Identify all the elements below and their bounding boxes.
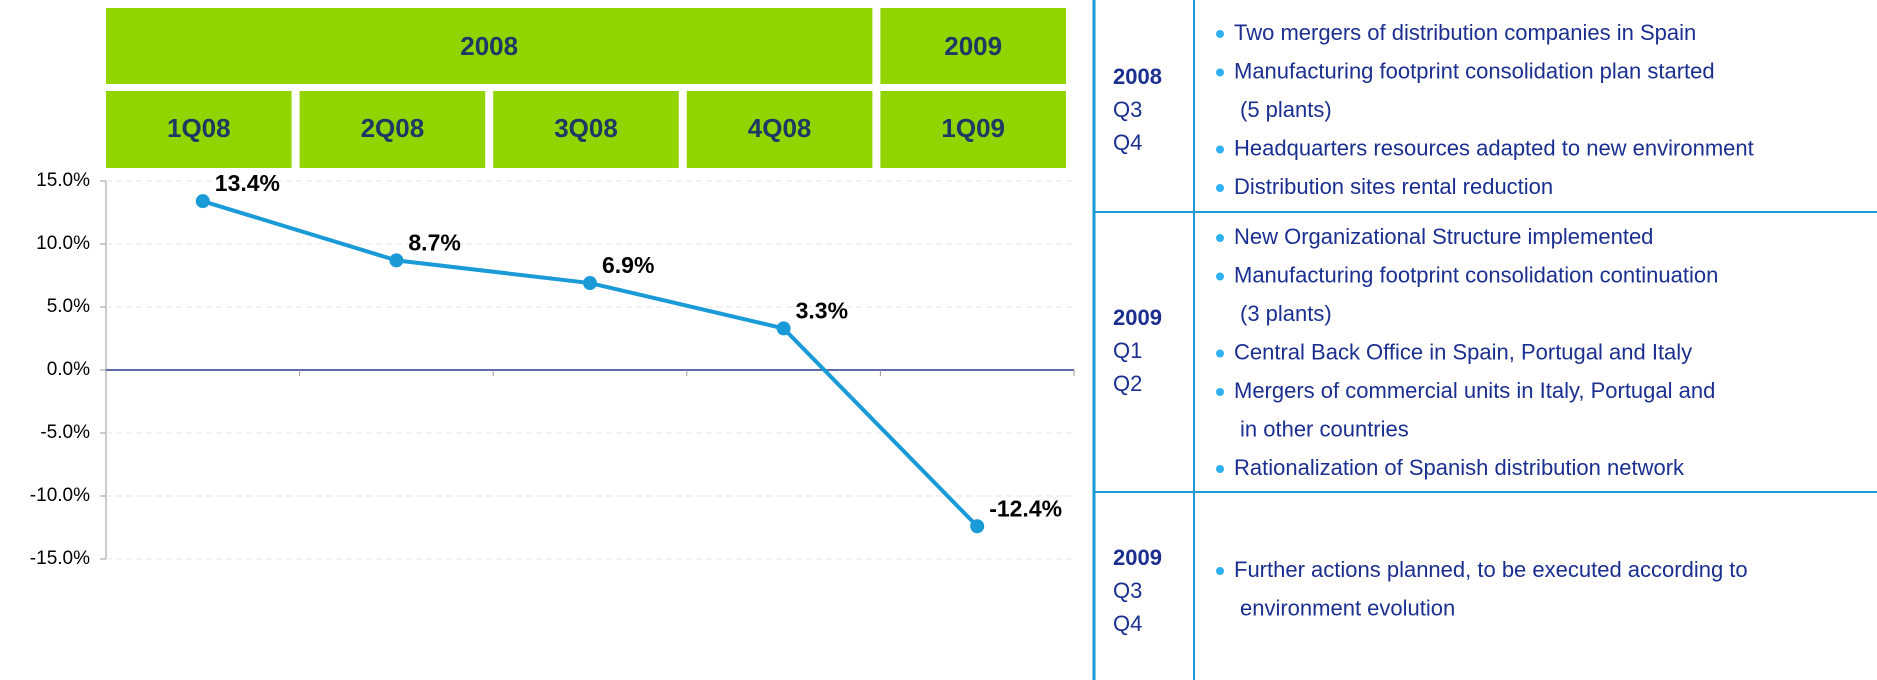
series-line (202, 199, 979, 528)
item-text: Manufacturing footprint consolidation co… (1234, 262, 1718, 287)
x-tick-label: 1Q09 (941, 113, 1005, 143)
bullet (1216, 234, 1224, 242)
group-label: 2008 (460, 31, 518, 61)
category-header (106, 91, 292, 168)
x-tick-label: 3Q08 (554, 113, 618, 143)
item-text: New Organizational Structure implemented (1234, 224, 1653, 249)
category-header (299, 91, 486, 168)
y-tick-label: -15.0% (30, 548, 90, 569)
row-quarter: Q2 (1113, 371, 1142, 396)
y-tick-label: -5.0% (40, 422, 90, 443)
item-text: Two mergers of distribution companies in… (1234, 20, 1696, 45)
point (970, 519, 985, 534)
bullet (1216, 30, 1224, 38)
item-text: (5 plants) (1240, 97, 1332, 122)
bullet (1216, 272, 1224, 281)
x-tick-label: 4Q08 (748, 113, 812, 143)
data-label: 3.3% (796, 297, 848, 323)
item-text: Rationalization of Spanish distribution … (1234, 455, 1685, 480)
point (776, 321, 791, 336)
item-text: (3 plants) (1240, 301, 1332, 326)
point (389, 253, 404, 268)
bullet (1216, 567, 1224, 575)
bullet (1216, 184, 1224, 192)
item-text: Mergers of commercial units in Italy, Po… (1234, 378, 1715, 403)
bullet (1216, 145, 1224, 154)
row-quarter: Q3 (1113, 97, 1142, 122)
row-quarter: Q4 (1113, 611, 1142, 636)
row-quarter: Q3 (1113, 578, 1142, 603)
category-header (880, 91, 1066, 168)
x-tick-label: 1Q08 (167, 113, 231, 143)
data-label: 6.9% (602, 252, 654, 278)
row-year: 2009 (1113, 305, 1162, 330)
item-text: Manufacturing footprint consolidation pl… (1234, 58, 1715, 83)
y-tick-label: 0.0% (47, 359, 90, 380)
row-quarter: Q4 (1113, 130, 1142, 155)
item-text: Distribution sites rental reduction (1234, 174, 1553, 199)
y-tick-label: 5.0% (47, 296, 90, 317)
item-text: in other countries (1240, 416, 1409, 441)
x-tick-label: 2Q08 (361, 113, 425, 143)
category-header (493, 91, 679, 168)
row-quarter: Q1 (1113, 338, 1142, 363)
item-text: Headquarters resources adapted to new en… (1234, 135, 1754, 160)
item-text: Further actions planned, to be executed … (1234, 557, 1748, 582)
item-text: environment evolution (1240, 595, 1455, 620)
row-year: 2008 (1113, 64, 1162, 89)
data-label: -12.4% (989, 495, 1062, 521)
bullet (1216, 465, 1224, 473)
row-year: 2009 (1113, 545, 1162, 570)
data-label: 13.4% (215, 170, 280, 196)
point (583, 276, 597, 291)
y-tick-label: 15.0% (36, 170, 90, 191)
item-text: Central Back Office in Spain, Portugal a… (1234, 339, 1692, 364)
group-header (106, 8, 873, 84)
bullet (1216, 388, 1224, 396)
y-tick-label: 10.0% (36, 233, 90, 254)
group-label: 2009 (944, 31, 1002, 61)
category-header (686, 91, 873, 168)
point (195, 194, 210, 209)
y-tick-label: -10.0% (30, 485, 90, 506)
bullet (1216, 349, 1224, 358)
group-header (880, 8, 1066, 84)
bullet (1216, 68, 1224, 77)
data-label: 8.7% (408, 229, 460, 255)
